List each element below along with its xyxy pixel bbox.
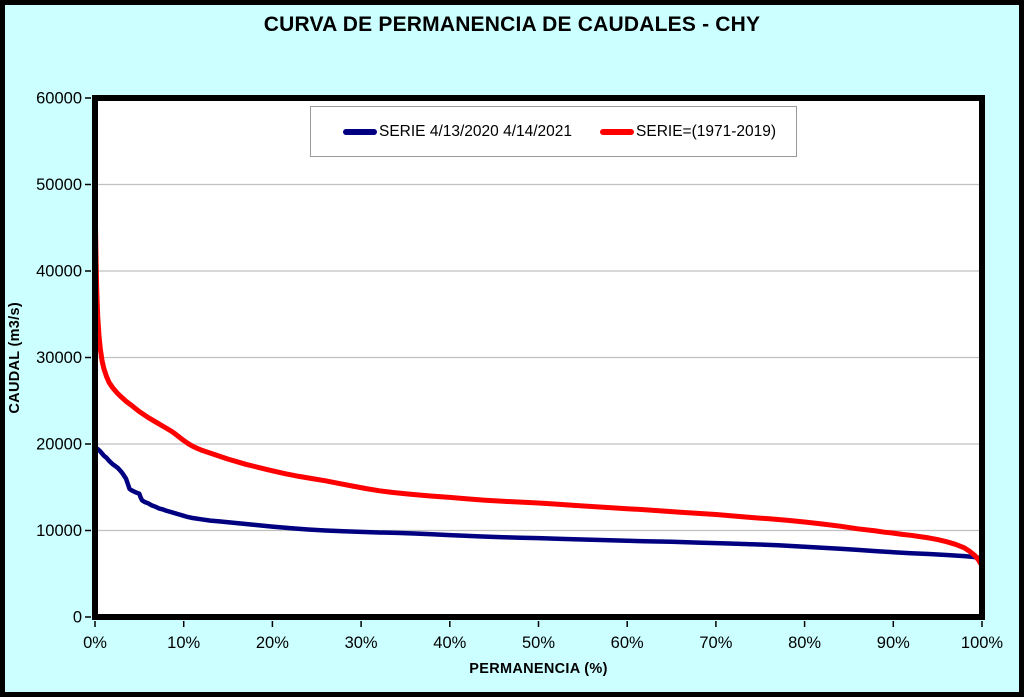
legend-box: SERIE 4/13/2020 4/14/2021 SERIE=(1971-20…: [310, 106, 797, 157]
x-tick-label: 0%: [83, 634, 107, 652]
legend-item-serie-1971-2019: SERIE=(1971-2019): [600, 123, 776, 141]
y-tick-label: 0: [73, 609, 82, 627]
x-tick-label: 90%: [877, 634, 910, 652]
y-tick-label: 50000: [36, 176, 82, 194]
x-axis-title: PERMANENCIA (%): [469, 661, 608, 677]
legend-item-serie-2020-2021: SERIE 4/13/2020 4/14/2021: [343, 123, 572, 141]
series-line-0: [92, 446, 985, 562]
x-tick-label: 50%: [522, 634, 555, 652]
y-tick-label: 60000: [36, 90, 82, 108]
x-tick-label: 10%: [167, 634, 200, 652]
y-tick-label: 40000: [36, 263, 82, 281]
x-tick-label: 30%: [345, 634, 378, 652]
x-tick-label: 80%: [788, 634, 821, 652]
y-axis-title: CAUDAL (m3/s): [7, 301, 23, 414]
y-tick-label: 30000: [36, 349, 82, 367]
y-tick-label: 10000: [36, 522, 82, 540]
plot-border: [92, 95, 985, 620]
legend-label-serie-2020-2021: SERIE 4/13/2020 4/14/2021: [379, 122, 573, 140]
chart-title: CURVA DE PERMANENCIA DE CAUDALES - CHY: [263, 13, 761, 36]
legend-line-red-icon: [600, 128, 635, 135]
legend-label-serie-1971-2019: SERIE=(1971-2019): [636, 122, 777, 140]
legend-line-blue-icon: [343, 128, 377, 135]
series-line-1: [92, 173, 985, 569]
x-tick-label: 70%: [699, 634, 732, 652]
x-tick-label: 60%: [611, 634, 644, 652]
x-tick-label: 100%: [961, 634, 1004, 652]
x-tick-label: 40%: [433, 634, 466, 652]
x-tick-label: 20%: [256, 634, 289, 652]
y-tick-label: 20000: [36, 436, 82, 454]
